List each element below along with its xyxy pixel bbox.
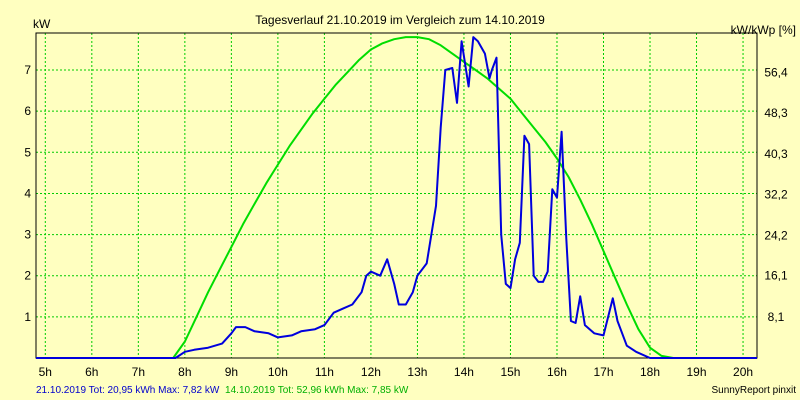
y-tick-label-right: 8,1 bbox=[768, 310, 785, 324]
legend-compare: 14.10.2019 Tot: 52,96 kWh Max: 7,85 kW bbox=[225, 385, 409, 396]
series-line-compare bbox=[36, 36, 757, 359]
x-axis: 5h 6h 7h 8h 9h 10h 11h 12h 13h 14h 15h 16h 17h 18h 19h… bbox=[39, 365, 753, 379]
x-tick-label: 18h bbox=[640, 365, 660, 379]
x-tick-label: 17h bbox=[593, 365, 613, 379]
y-tick-label-right: 16,1 bbox=[764, 269, 788, 283]
y-tick-label-left: 5 bbox=[24, 145, 31, 159]
y-tick-label-right: 56,4 bbox=[764, 65, 788, 79]
footer-credit: SunnyReport pinxit bbox=[712, 385, 797, 396]
x-tick-label: 7h bbox=[132, 365, 145, 379]
x-tick-label: 19h bbox=[687, 365, 707, 379]
legend-today: 21.10.2019 Tot: 20,95 kWh Max: 7,82 kW bbox=[36, 385, 220, 396]
x-tick-label: 15h bbox=[500, 365, 520, 379]
x-tick-label: 10h bbox=[268, 365, 288, 379]
svg-text:21.10.2019 Tot: 20,95 kWh Max:: 21.10.2019 Tot: 20,95 kWh Max: 7,82 kW 1… bbox=[36, 385, 409, 396]
y-axis-right-label: kW/kWp [%] bbox=[731, 23, 796, 37]
y-tick-label-left: 4 bbox=[24, 186, 31, 200]
series-line-today bbox=[36, 36, 757, 359]
y-tick-label-right: 40,3 bbox=[764, 147, 788, 161]
y-axis-right: 8,1 16,1 24,2 32,2 40,3 48,3 56,4 bbox=[764, 65, 788, 323]
y-tick-label-right: 24,2 bbox=[764, 228, 788, 242]
x-tick-label: 20h bbox=[733, 365, 753, 379]
x-tick-label: 14h bbox=[454, 365, 474, 379]
x-tick-label: 16h bbox=[547, 365, 567, 379]
x-tick-label: 5h bbox=[39, 365, 52, 379]
y-axis-left-label: kW bbox=[33, 17, 51, 31]
y-tick-label-right: 48,3 bbox=[764, 106, 788, 120]
series-group bbox=[36, 36, 757, 359]
y-tick-label-left: 1 bbox=[24, 310, 31, 324]
x-tick-label: 6h bbox=[85, 365, 98, 379]
y-tick-label-left: 3 bbox=[24, 228, 31, 242]
x-tick-label: 8h bbox=[178, 365, 191, 379]
y-tick-label-left: 7 bbox=[24, 63, 31, 77]
plot-frame bbox=[35, 32, 758, 359]
x-tick-label: 11h bbox=[315, 365, 334, 379]
x-tick-label: 13h bbox=[407, 365, 427, 379]
chart-title: Tagesverlauf 21.10.2019 im Vergleich zum… bbox=[255, 13, 545, 27]
y-tick-label-right: 32,2 bbox=[764, 188, 788, 202]
grid bbox=[36, 33, 757, 358]
y-tick-label-left: 2 bbox=[24, 269, 31, 283]
y-tick-label-left: 6 bbox=[24, 104, 31, 118]
x-tick-label: 9h bbox=[225, 365, 238, 379]
x-tick-label: 12h bbox=[361, 365, 381, 379]
y-axis-left: 1 2 3 4 5 6 7 bbox=[24, 63, 31, 324]
